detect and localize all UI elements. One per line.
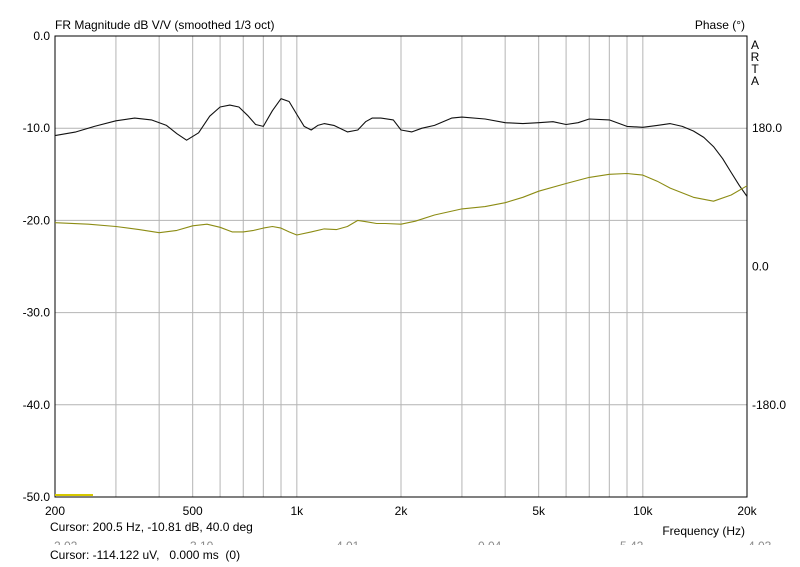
x-tick-label: 500 [183,504,203,518]
y2-tick-label: 180.0 [752,121,782,135]
y2-tick-label: -180.0 [752,398,786,412]
y-tick-label: -40.0 [23,398,51,412]
phase-curve [54,172,748,236]
y-tick-label: -30.0 [23,306,51,320]
ghost-time-label: 4.01 [336,539,359,545]
magnitude-curve [54,98,748,197]
watermark-letter: T [751,62,759,76]
watermark-letter: A [751,74,759,88]
x-axis-label: Frequency (Hz) [662,524,745,538]
y-tick-label: -20.0 [23,213,51,227]
cursor-time-readout: Cursor: -114.122 uV, 0.000 ms (0) [50,548,241,562]
y-tick-label: -50.0 [23,490,51,504]
y-tick-label: -10.0 [23,121,51,135]
x-tick-label: 10k [633,504,653,518]
ghost-time-label: 4.03 [748,539,771,545]
x-tick-label: 5k [532,504,546,518]
ghost-time-label: 2.02 [54,539,77,545]
watermark-letter: R [751,50,760,64]
ghost-time-label: 0.04 [478,539,501,545]
ghost-time-label: 5.42 [620,539,643,545]
right-axis-title: Phase (°) [695,18,745,32]
x-tick-label: 20k [737,504,757,518]
ghost-time-label: 3.10 [190,539,213,545]
y-tick-label: 0.0 [33,29,50,43]
cursor-readout: Cursor: 200.5 Hz, -10.81 dB, 40.0 deg [50,520,253,534]
watermark-letter: A [751,38,759,52]
plot-frame [54,35,748,498]
x-tick-label: 200 [45,504,65,518]
chart-title: FR Magnitude dB V/V (smoothed 1/3 oct) [55,18,274,32]
x-tick-label: 1k [290,504,304,518]
y2-tick-label: 0.0 [752,260,769,274]
x-tick-label: 2k [395,504,409,518]
